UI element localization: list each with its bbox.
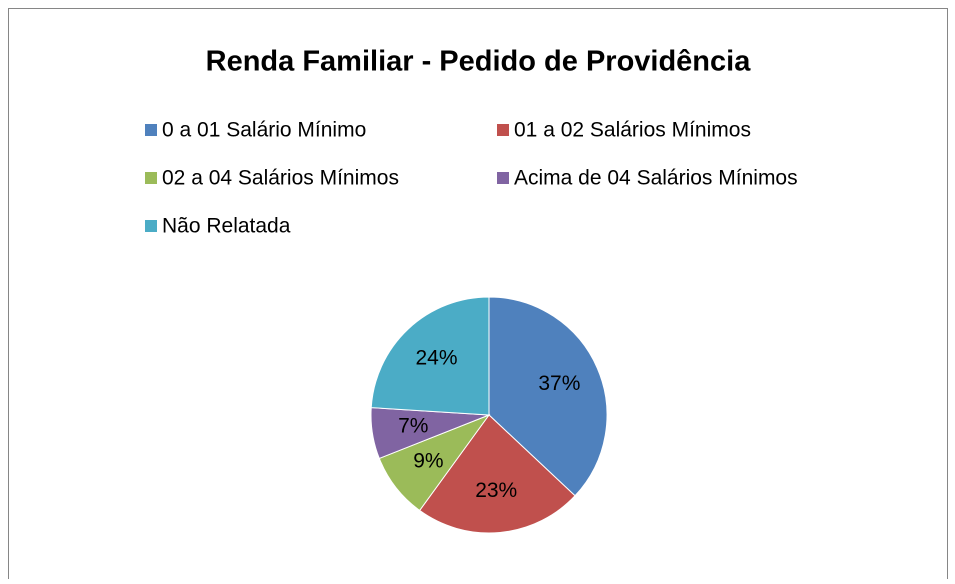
legend-swatch [145,172,157,184]
legend-swatch [497,172,509,184]
data-label: 37% [538,372,580,395]
legend-label: 01 a 02 Salários Mínimos [514,119,751,142]
pie-slice [488,296,608,497]
pie-slice [370,296,490,416]
data-label: 9% [413,450,443,473]
legend-swatch [145,220,157,232]
pie-slice [418,414,576,534]
legend-swatch [145,124,157,136]
data-label: 24% [415,347,457,370]
legend-label: Não Relatada [162,215,291,238]
legend-swatch [497,124,509,136]
legend-label: 0 a 01 Salário Mínimo [162,119,366,142]
legend-label: Acima de 04 Salários Mínimos [514,167,798,190]
legend-label: 02 a 04 Salários Mínimos [162,167,399,190]
data-label: 7% [398,415,428,438]
chart-title: Renda Familiar - Pedido de Providência [206,46,752,78]
data-label: 23% [475,479,517,502]
